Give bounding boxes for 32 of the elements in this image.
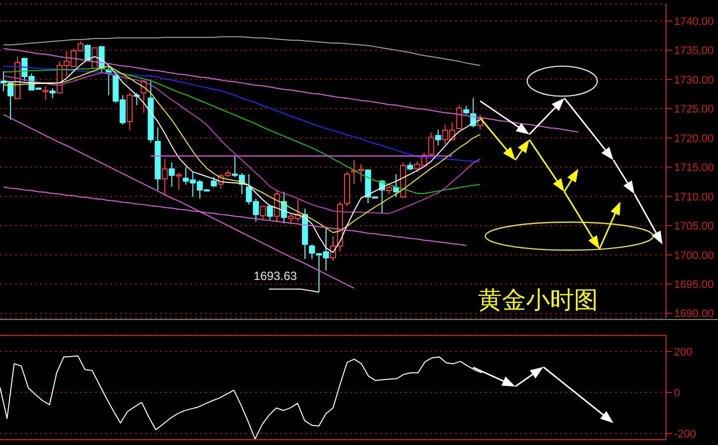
- y-tick-label: 1700.00: [674, 250, 714, 262]
- candlestick: [176, 172, 182, 190]
- text: 黄金小时图: [478, 286, 598, 314]
- candlestick: [42, 85, 49, 100]
- y-tick-label: 1710.00: [674, 191, 714, 204]
- y-tick-label: 1705.00: [674, 220, 714, 233]
- y-tick-label: -200: [674, 428, 696, 440]
- y-tick-label: 1690.00: [674, 308, 714, 320]
- y-tick-label: 1715.00: [674, 162, 714, 174]
- candlestick: [162, 158, 168, 196]
- y-tick-label: 200: [674, 346, 692, 358]
- y-tick-label: 0: [674, 387, 680, 400]
- line-series: [0, 355, 482, 440]
- candlestick: [50, 88, 56, 99]
- line-series: [3, 48, 579, 133]
- candlestick: [266, 204, 273, 220]
- y-tick-label: 1735.00: [674, 45, 714, 58]
- candlestick: [210, 176, 217, 188]
- candlestick: [274, 189, 280, 222]
- candlestick: [393, 174, 400, 198]
- candlestick: [428, 132, 434, 156]
- y-tick-label: 1725.00: [674, 104, 714, 116]
- y-tick-label: 1720.00: [674, 132, 714, 145]
- candlestick: [456, 104, 462, 130]
- candlestick: [435, 129, 442, 146]
- annotation: 1693.63: [254, 269, 298, 284]
- y-tick-label: 1695.00: [674, 278, 714, 291]
- y-tick-label: 1740.00: [674, 16, 714, 28]
- candlestick: [260, 206, 266, 220]
- candlestick: [168, 162, 175, 188]
- y-tick-label: 1730.00: [674, 74, 714, 86]
- line-series: [3, 36, 481, 66]
